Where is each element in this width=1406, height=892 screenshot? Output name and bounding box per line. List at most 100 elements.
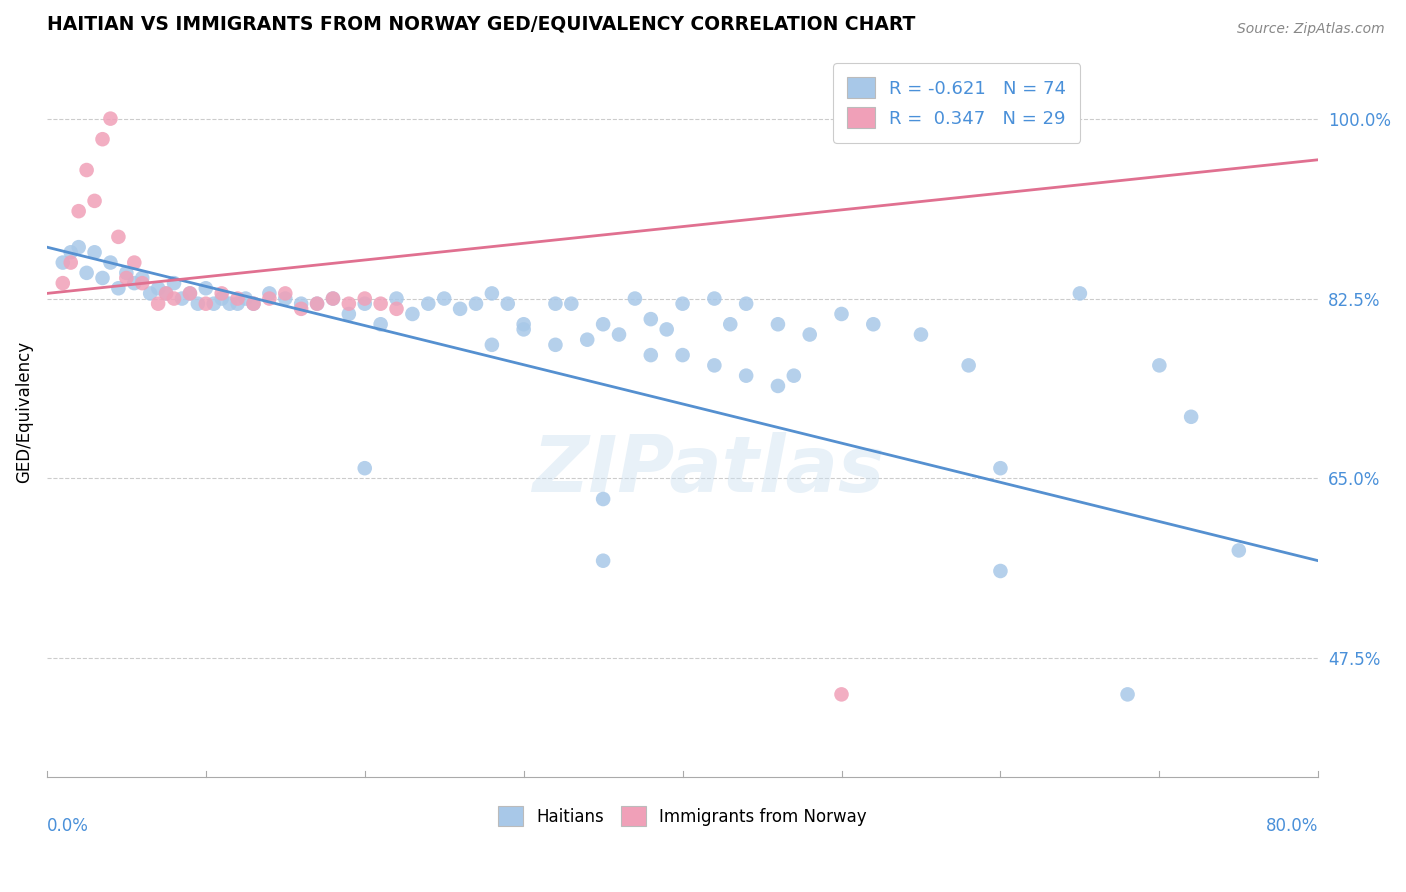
Point xyxy=(957,359,980,373)
Point xyxy=(512,322,534,336)
Point xyxy=(194,296,217,310)
Point xyxy=(465,296,488,310)
Point xyxy=(91,132,114,146)
Point xyxy=(83,245,105,260)
Point xyxy=(52,276,75,290)
Point xyxy=(990,564,1012,578)
Text: 80.0%: 80.0% xyxy=(1265,817,1319,835)
Point xyxy=(544,338,567,352)
Point xyxy=(337,296,360,310)
Point xyxy=(67,204,90,219)
Point xyxy=(194,281,217,295)
Point xyxy=(385,292,408,306)
Point xyxy=(718,318,741,332)
Point xyxy=(401,307,423,321)
Point xyxy=(671,296,693,310)
Point xyxy=(67,240,90,254)
Point xyxy=(131,276,153,290)
Point xyxy=(1180,409,1202,424)
Text: Source: ZipAtlas.com: Source: ZipAtlas.com xyxy=(1237,22,1385,37)
Point xyxy=(107,281,129,295)
Point xyxy=(179,286,201,301)
Point xyxy=(449,301,471,316)
Point xyxy=(735,296,758,310)
Point xyxy=(353,296,375,310)
Point xyxy=(76,163,98,178)
Point xyxy=(242,296,264,310)
Point xyxy=(131,271,153,285)
Point xyxy=(226,296,249,310)
Point xyxy=(115,266,138,280)
Point xyxy=(307,296,329,310)
Point xyxy=(481,338,503,352)
Point xyxy=(274,292,297,306)
Point xyxy=(155,286,177,301)
Point xyxy=(512,318,534,332)
Point xyxy=(290,296,312,310)
Point xyxy=(766,318,789,332)
Point xyxy=(76,266,98,280)
Point xyxy=(146,296,169,310)
Y-axis label: GED/Equivalency: GED/Equivalency xyxy=(15,341,32,483)
Point xyxy=(560,296,582,310)
Point xyxy=(766,379,789,393)
Point xyxy=(703,359,725,373)
Point xyxy=(735,368,758,383)
Point xyxy=(91,271,114,285)
Point xyxy=(211,286,233,301)
Point xyxy=(274,286,297,301)
Point xyxy=(124,255,146,269)
Point xyxy=(226,292,249,306)
Point xyxy=(83,194,105,208)
Point xyxy=(862,318,884,332)
Point xyxy=(990,461,1012,475)
Point xyxy=(1069,286,1091,301)
Text: 0.0%: 0.0% xyxy=(46,817,89,835)
Point xyxy=(1227,543,1250,558)
Point xyxy=(624,292,647,306)
Point xyxy=(290,301,312,316)
Point xyxy=(115,271,138,285)
Point xyxy=(592,318,614,332)
Point xyxy=(322,292,344,306)
Point xyxy=(146,281,169,295)
Point xyxy=(370,318,392,332)
Point xyxy=(259,292,281,306)
Point xyxy=(59,245,82,260)
Point xyxy=(640,348,662,362)
Point xyxy=(544,296,567,310)
Point xyxy=(202,296,225,310)
Point xyxy=(100,255,122,269)
Point xyxy=(155,286,177,301)
Point xyxy=(107,230,129,244)
Point xyxy=(496,296,519,310)
Point xyxy=(655,322,678,336)
Point xyxy=(831,307,853,321)
Point xyxy=(307,296,329,310)
Point xyxy=(52,255,75,269)
Point xyxy=(235,292,257,306)
Point xyxy=(259,286,281,301)
Point xyxy=(337,307,360,321)
Point xyxy=(163,276,186,290)
Point xyxy=(703,292,725,306)
Point xyxy=(170,292,193,306)
Point xyxy=(671,348,693,362)
Point xyxy=(124,276,146,290)
Point xyxy=(910,327,932,342)
Point xyxy=(418,296,440,310)
Point xyxy=(163,292,186,306)
Point xyxy=(481,286,503,301)
Point xyxy=(1116,687,1139,701)
Point xyxy=(592,554,614,568)
Point xyxy=(353,292,375,306)
Point xyxy=(1149,359,1171,373)
Point xyxy=(799,327,821,342)
Point xyxy=(385,301,408,316)
Point xyxy=(211,292,233,306)
Point xyxy=(242,296,264,310)
Point xyxy=(607,327,630,342)
Text: ZIPatlas: ZIPatlas xyxy=(531,432,884,508)
Point xyxy=(59,255,82,269)
Point xyxy=(370,296,392,310)
